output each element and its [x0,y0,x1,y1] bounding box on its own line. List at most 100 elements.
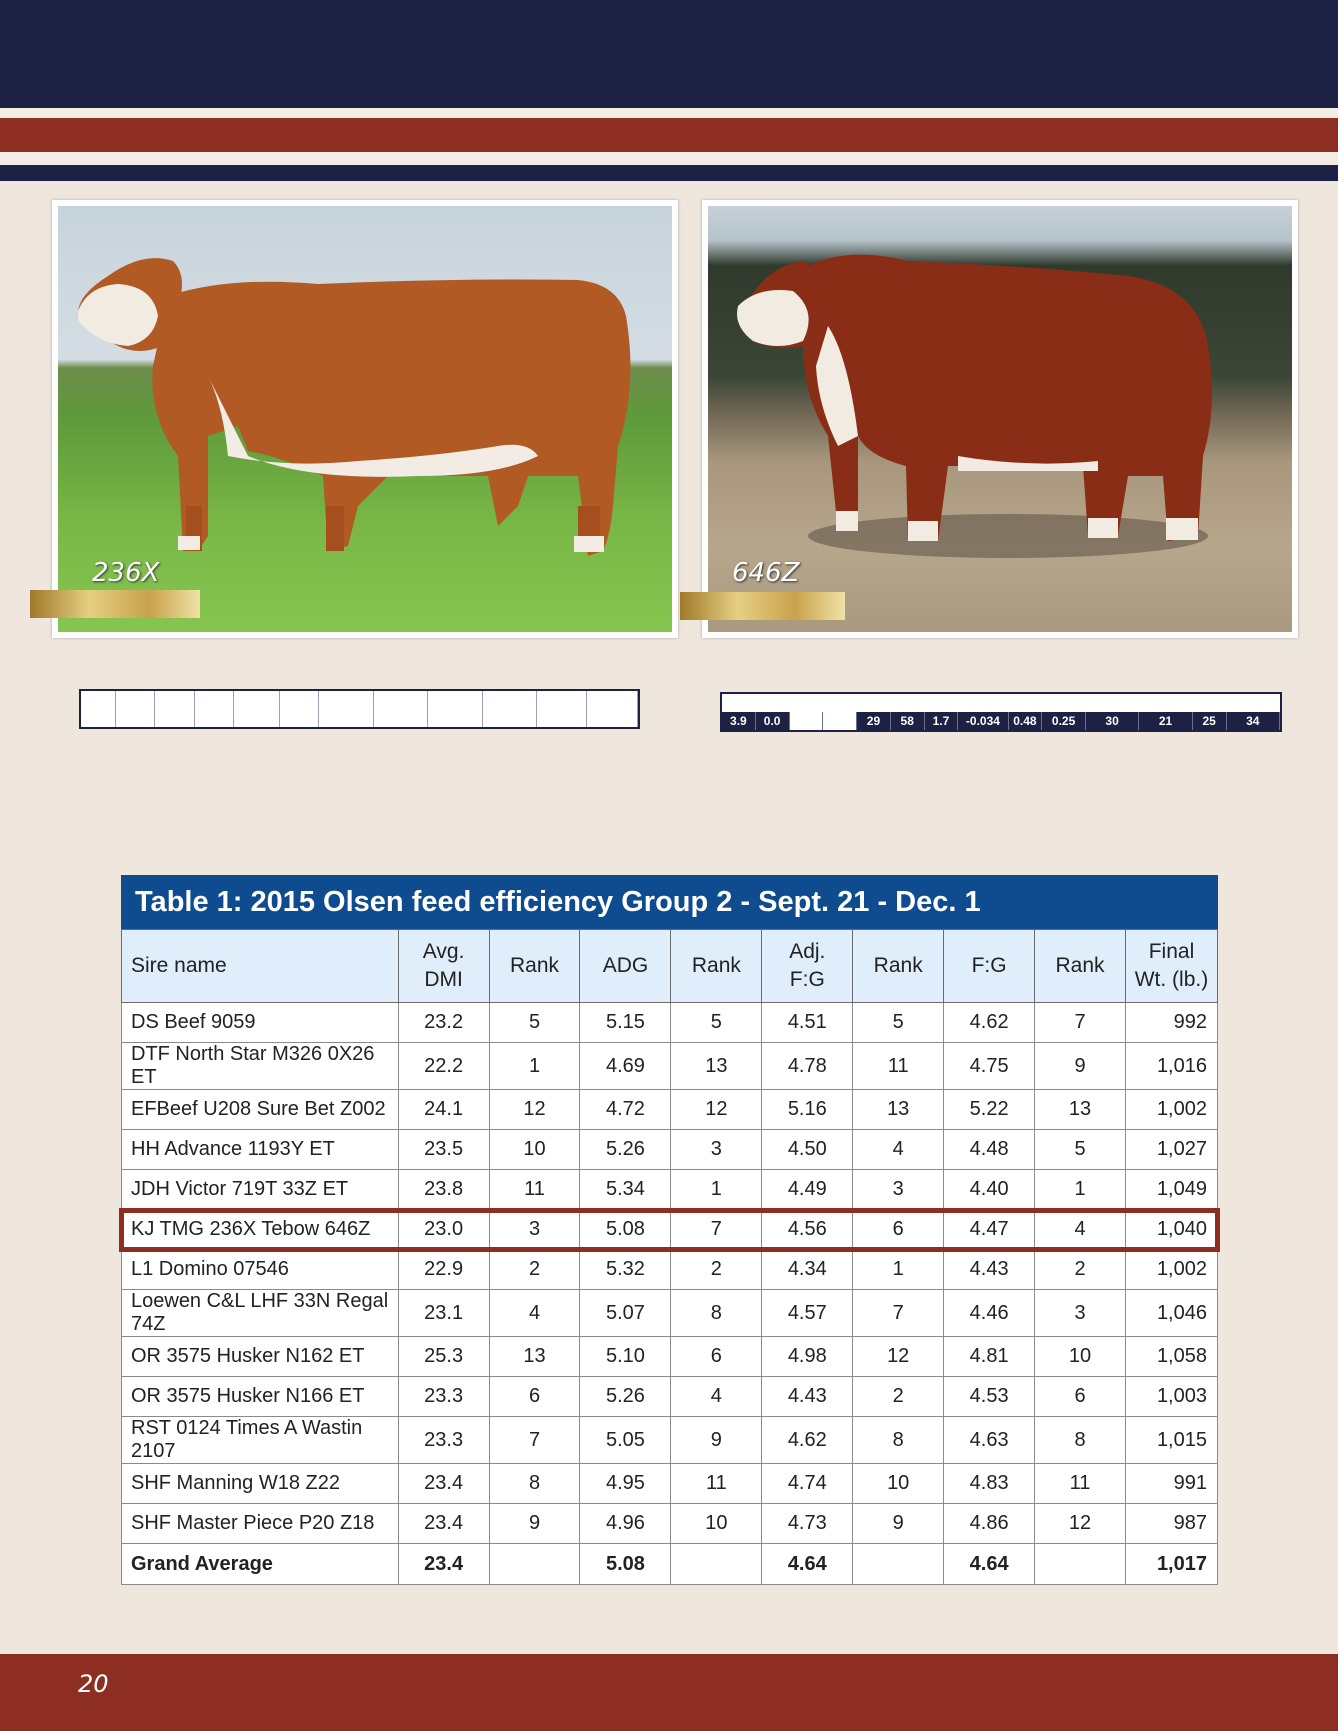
table-cell: 11 [1034,1463,1126,1504]
cow-illustration [737,254,1212,558]
cow-photo-image: 646Z [708,206,1292,632]
table-cell: 23.4 [397,1463,490,1504]
table-row: OR 3575 Husker N162 ET 25.3 13 5.10 6 4.98 12 4… [121,1336,1219,1377]
table-cell: 11 [488,1169,581,1210]
col-header-rank: Rank [670,929,763,1003]
header-stripe [0,152,1338,165]
table-cell: 4 [1034,1209,1126,1250]
table-cell: 1,002 [1124,1089,1219,1130]
epd-value: 30 [1086,712,1140,730]
col-header-rank: Rank [852,929,945,1003]
epd-value: 1.7 [925,712,959,730]
table-cell: 4.74 [761,1463,854,1504]
table-cell: 25.3 [397,1336,490,1377]
table-cell: 5.15 [579,1002,672,1043]
table-cell: 10 [852,1463,945,1504]
table-cell: 7 [852,1289,945,1337]
table-cell: 6 [488,1376,581,1417]
table-cell: 13 [1034,1089,1126,1130]
sire-name-cell: JDH Victor 719T 33Z ET [121,1169,399,1210]
cow-illustration [77,258,631,556]
gold-ribbon [680,592,845,620]
header-stripe [0,108,1338,118]
table-cell [852,1543,945,1585]
table-cell: 5.10 [579,1336,672,1377]
table-cell: 13 [852,1089,945,1130]
col-header-line: DMI [424,968,463,991]
table-cell: 6 [1034,1376,1126,1417]
table-row: L1 Domino 07546 22.9 2 5.32 2 4.34 1 4.43 2 1,002 [121,1249,1219,1290]
table-cell: 4 [852,1129,945,1170]
epd-value: 0.48 [1009,712,1043,730]
sire-name-cell: SHF Manning W18 Z22 [121,1463,399,1504]
table-cell: 1,003 [1124,1376,1219,1417]
table-cell: 8 [488,1463,581,1504]
table-cell: 4.86 [943,1503,1036,1544]
col-header-dmi: Avg. DMI [397,929,490,1003]
table-cell: 2 [670,1249,763,1290]
table-cell: 4.43 [943,1249,1036,1290]
col-header-rank: Rank [1034,929,1126,1003]
table-cell: 4.40 [943,1169,1036,1210]
cow-photo-image: 236X [58,206,672,632]
table-cell [488,1543,581,1585]
sire-name-cell: KJ TMG 236X Tebow 646Z [121,1209,399,1250]
table-cell: 1,015 [1124,1416,1219,1464]
table-cell: 9 [670,1416,763,1464]
table-cell: 5 [488,1002,581,1043]
table-cell: 4 [670,1376,763,1417]
header-navy-stripe [0,165,1338,181]
feed-efficiency-table-section: Table 1: 2015 Olsen feed efficiency Grou… [119,875,1220,1585]
table-cell: 8 [1034,1416,1126,1464]
table-cell: 9 [488,1503,581,1544]
sire-name-cell: Grand Average [121,1543,399,1585]
table-cell: 1,058 [1124,1336,1219,1377]
epd-value: 58 [891,712,925,730]
table-cell: 5.07 [579,1289,672,1337]
table-row: OR 3575 Husker N166 ET 23.3 6 5.26 4 4.43 2 4.5… [121,1376,1219,1417]
col-header-sire: Sire name [121,929,399,1003]
cow-photo-646z: 646Z [680,200,1298,638]
sire-name-cell: DTF North Star M326 0X26 ET [121,1042,399,1090]
table-header-row: Sire name Avg. DMI Rank ADG Rank Adj. F:G … [121,929,1219,1003]
footer-red-band [0,1654,1338,1731]
table-cell: 4.64 [943,1543,1036,1585]
col-header-adg: ADG [579,929,672,1003]
table-cell: 4.73 [761,1503,854,1544]
table-cell: 8 [670,1289,763,1337]
epd-cells [81,691,638,727]
col-header-line: Wt. (lb.) [1134,968,1209,991]
table-cell: 4.53 [943,1376,1036,1417]
table-cell: 13 [488,1336,581,1377]
table-cell: 6 [670,1336,763,1377]
table-cell: 5 [852,1002,945,1043]
feed-efficiency-table: Sire name Avg. DMI Rank ADG Rank Adj. F:G … [121,929,1219,1585]
table-cell: 4.47 [943,1209,1036,1250]
table-cell: 24.1 [397,1089,490,1130]
table-cell: 4.83 [943,1463,1036,1504]
table-cell: 5.32 [579,1249,672,1290]
table-cell: 987 [1124,1503,1219,1544]
table-cell: 5 [670,1002,763,1043]
table-cell: 4.96 [579,1503,672,1544]
table-cell: 4.51 [761,1002,854,1043]
table-cell: 5.26 [579,1129,672,1170]
col-header-line: Final [1148,939,1195,963]
sire-name-cell: EFBeef U208 Sure Bet Z002 [121,1089,399,1130]
table-cell: 23.4 [397,1503,490,1544]
table-row: EFBeef U208 Sure Bet Z002 24.1 12 4.72 12 5.1… [121,1089,1219,1130]
col-header-line: F:G [789,968,825,991]
table-cell: 23.8 [397,1169,490,1210]
table-cell: 2 [852,1376,945,1417]
table-cell: 12 [1034,1503,1126,1544]
table-cell: 22.9 [397,1249,490,1290]
table-cell: 7 [670,1209,763,1250]
table-cell: 5 [1034,1129,1126,1170]
table-row: DS Beef 9059 23.2 5 5.15 5 4.51 5 4.62 7 992 [121,1002,1219,1043]
table-cell: 8 [852,1416,945,1464]
table-cell: 23.0 [397,1209,490,1250]
table-cell: 4.78 [761,1042,854,1090]
table-cell: 1,046 [1124,1289,1219,1337]
epd-value: 34 [1227,712,1280,730]
table-cell: 1,027 [1124,1129,1219,1170]
